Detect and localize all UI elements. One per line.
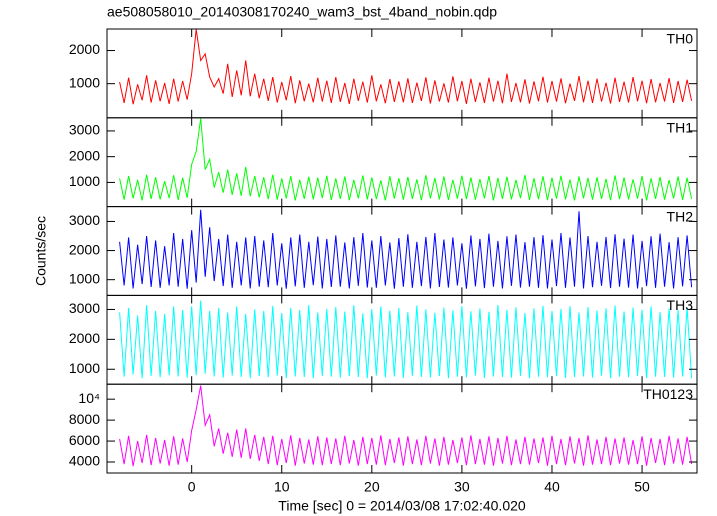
x-axis-label: Time [sec] 0 = 2014/03/08 17:02:40.020 xyxy=(278,498,526,514)
x-tick-label: 30 xyxy=(454,479,470,495)
panel-frame xyxy=(106,206,698,296)
y-axis-label: Counts/sec xyxy=(33,216,49,286)
x-tick-label: 0 xyxy=(188,479,196,495)
x-tick-label: 10 xyxy=(274,479,290,495)
data-line xyxy=(119,118,693,201)
y-tick-label: 3000 xyxy=(69,212,100,228)
y-tick-label: 3000 xyxy=(69,122,100,138)
y-tick-label: 6000 xyxy=(69,432,100,448)
y-tick-label: 4000 xyxy=(69,453,100,469)
data-line xyxy=(119,385,693,467)
y-tick-label: 2000 xyxy=(69,41,100,57)
data-line xyxy=(119,29,693,105)
panel-label: TH3 xyxy=(667,297,694,313)
y-tick-label: 1000 xyxy=(69,270,100,286)
y-tick-label: 1000 xyxy=(69,74,100,90)
panel-label: TH2 xyxy=(667,208,694,224)
y-tick-label: 2000 xyxy=(69,241,100,257)
x-tick-label: 40 xyxy=(544,479,560,495)
panel-label: TH1 xyxy=(667,120,694,136)
panel-label: TH0123 xyxy=(643,386,693,402)
y-tick-label: 3000 xyxy=(69,300,100,316)
y-tick-label: 10⁴ xyxy=(78,390,100,406)
chart-title: ae508058010_20140308170240_wam3_bst_4ban… xyxy=(107,4,497,20)
y-tick-label: 1000 xyxy=(69,173,100,189)
panel-frame xyxy=(106,28,698,119)
y-tick-label: 1000 xyxy=(69,360,100,376)
panel-frame xyxy=(106,383,698,474)
data-line xyxy=(119,300,693,379)
x-tick-label: 20 xyxy=(364,479,380,495)
data-line xyxy=(119,209,693,289)
y-tick-label: 2000 xyxy=(69,147,100,163)
y-tick-label: 8000 xyxy=(69,411,100,427)
y-tick-label: 2000 xyxy=(69,330,100,346)
panel-label: TH0 xyxy=(667,31,694,47)
x-tick-label: 50 xyxy=(634,479,650,495)
